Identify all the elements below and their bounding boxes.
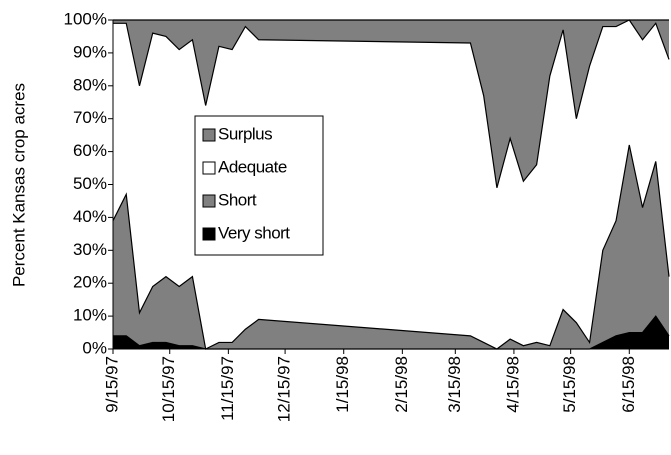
area-outline xyxy=(113,19,670,188)
y-tick-label: 60% xyxy=(73,141,107,160)
legend-label: Adequate xyxy=(218,157,287,176)
legend-swatch xyxy=(202,194,216,208)
legend-swatch xyxy=(202,227,216,241)
y-tick-label: 20% xyxy=(73,273,107,292)
x-tick-label: 11/15/97 xyxy=(218,356,237,421)
y-tick-label: 40% xyxy=(73,207,107,226)
legend-label: Very short xyxy=(218,223,290,242)
legend-swatch xyxy=(202,128,216,142)
x-tick-label: 6/15/98 xyxy=(619,356,638,413)
area xyxy=(113,145,669,349)
y-tick-label: 10% xyxy=(73,306,107,325)
area xyxy=(113,20,669,188)
x-tick-label: 5/15/98 xyxy=(560,356,579,413)
x-tick-label: 4/15/98 xyxy=(503,356,522,413)
x-tick-label: 3/15/98 xyxy=(445,356,464,413)
y-tick-label: 70% xyxy=(73,108,107,127)
x-tick-label: 2/15/98 xyxy=(392,356,411,413)
legend: Surplus Adequate Short Very short xyxy=(194,115,324,256)
x-tick-label: 1/15/98 xyxy=(333,356,352,413)
legend-box xyxy=(194,115,324,256)
area-outline xyxy=(112,144,670,350)
y-tick-label: 30% xyxy=(73,240,107,259)
y-tick-label: 80% xyxy=(73,75,107,94)
y-axis-label: Percent Kansas crop acres xyxy=(9,83,28,287)
y-tick-label: 50% xyxy=(73,174,107,193)
y-tick-label: 90% xyxy=(73,42,107,61)
x-tick-label: 12/15/97 xyxy=(275,356,294,422)
legend-swatch xyxy=(202,161,216,175)
x-tick-label: 10/15/97 xyxy=(159,356,178,422)
area xyxy=(113,20,669,349)
area xyxy=(113,316,669,349)
legend-label: Short xyxy=(218,190,257,209)
y-tick-label: 100% xyxy=(64,9,107,28)
legend-label: Surplus xyxy=(218,124,272,143)
x-tick-label: 9/15/97 xyxy=(102,356,121,413)
y-tick-label: 0% xyxy=(82,338,107,357)
